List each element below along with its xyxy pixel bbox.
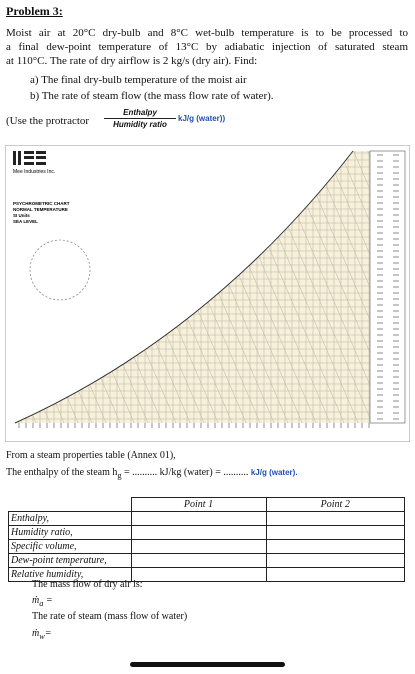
column-header: Point 1 xyxy=(130,497,267,512)
statement-line: a final dew-point temperature of 13°C by… xyxy=(6,41,408,53)
table-row: Dew-point temperature, xyxy=(8,553,405,568)
corner-cell xyxy=(8,497,132,512)
row-label: Humidity ratio, xyxy=(8,525,132,540)
symbol-sub: a xyxy=(39,599,44,608)
heading: Problem 3: xyxy=(6,4,63,18)
chart-units: SI Units xyxy=(13,213,30,218)
fraction-numerator: Enthalpy xyxy=(104,107,176,119)
steam-unit: kJ/g (water). xyxy=(250,468,298,477)
chart-level: SEA LEVEL xyxy=(13,219,38,224)
protractor-unit: kJ/g (water)) xyxy=(178,114,226,123)
protractor-note: (Use the protractor xyxy=(6,114,408,128)
answer-cell xyxy=(130,511,267,526)
fraction-denominator: Humidity ratio xyxy=(113,120,167,129)
answer-cell xyxy=(265,553,405,568)
chart-subtitle: NORMAL TEMPERATURE xyxy=(13,207,68,212)
row-label: Relative humidity, xyxy=(8,567,132,582)
chart-title: PSYCHROMETRIC CHART xyxy=(13,201,70,206)
table-row: Specific volume, xyxy=(8,539,405,554)
brand: Mee Industries Inc. xyxy=(13,169,55,175)
question: b) The rate of steam flow (the mass flow… xyxy=(30,90,274,102)
equals: = xyxy=(43,595,53,606)
column-header: Point 2 xyxy=(265,497,405,512)
statement-line: at 110°C. The rate of dry airflow is 2 k… xyxy=(6,55,258,67)
scale-ticks xyxy=(18,154,399,428)
answer-cell xyxy=(130,553,267,568)
steam-label: The rate of steam (mass flow of water) xyxy=(32,611,188,622)
steam-eq: ṁw= xyxy=(32,627,415,644)
grid-diagonal xyxy=(308,151,370,423)
chart-area xyxy=(15,151,370,423)
row-label: Dew-point temperature, xyxy=(8,553,132,568)
home-indicator xyxy=(130,662,285,667)
dry-air-label: The mass flow of dry air is: xyxy=(32,579,143,590)
table-header: Point 1 Point 2 xyxy=(8,497,405,512)
table-row: Enthalpy, xyxy=(8,511,405,526)
logo xyxy=(13,151,46,165)
protractor-fraction: Enthalpy Humidity ratio xyxy=(104,107,176,130)
psychrometric-chart: Mee Industries Inc. PSYCHROMETRIC CHART … xyxy=(5,145,410,442)
table-row: Humidity ratio, xyxy=(8,525,405,540)
results-table: Point 1 Point 2 Enthalpy, Humidity ratio,… xyxy=(8,497,405,582)
dry-air-eq: ṁa = xyxy=(32,594,415,611)
answer-cell xyxy=(130,539,267,554)
symbol-sub: w xyxy=(39,632,45,641)
symbol: ṁ xyxy=(32,628,40,639)
grid-diagonal xyxy=(336,151,370,423)
row-label: Enthalpy, xyxy=(8,511,132,526)
row-label: Specific volume, xyxy=(8,539,132,554)
statement-line: Moist air at 20°C dry-bulb and 8°C wet-b… xyxy=(6,27,408,39)
answer-cell xyxy=(265,539,405,554)
steam-enthalpy: The enthalpy of the steam hg = .........… xyxy=(6,466,408,483)
symbol: ṁ xyxy=(32,595,40,606)
steam-middle: = .......... kJ/kg (water) = .......... xyxy=(121,467,251,478)
protractor-prefix: (Use the protractor xyxy=(6,115,90,127)
answer-cell xyxy=(265,511,405,526)
steam-prefix: The enthalpy of the steam h xyxy=(6,467,118,478)
answer-cell xyxy=(130,567,267,582)
question: a) The final dry-bulb temperature of the… xyxy=(30,74,247,86)
right-scale xyxy=(369,150,406,424)
answer-cell xyxy=(265,567,405,582)
answer-cell xyxy=(130,525,267,540)
protractor xyxy=(29,239,91,301)
steam-source: From a steam properties table (Annex 01)… xyxy=(6,450,176,461)
answer-cell xyxy=(265,525,405,540)
saturation-curve xyxy=(14,150,354,424)
grid-diagonal xyxy=(322,151,370,423)
table-row: Relative humidity, xyxy=(8,567,405,582)
steam-sub: g xyxy=(117,471,122,480)
equals: = xyxy=(44,628,52,639)
